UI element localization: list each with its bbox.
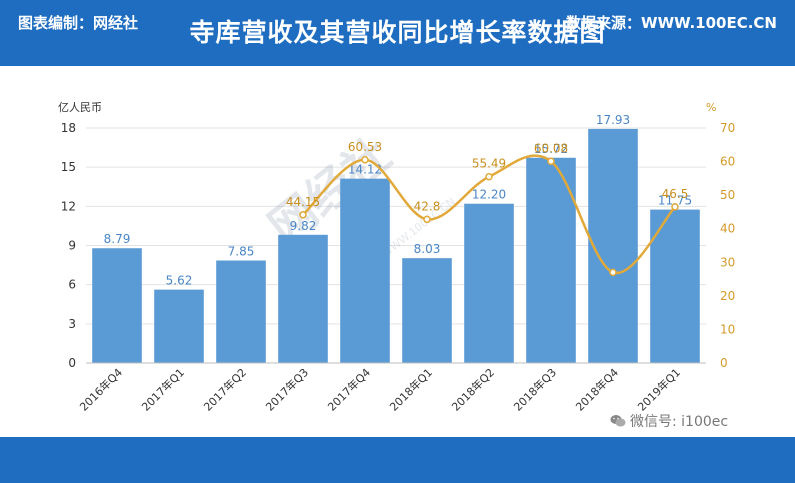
line-point — [361, 156, 369, 164]
line-series — [299, 154, 679, 277]
x-tick-label: 2017年Q4 — [325, 365, 374, 414]
line-point — [423, 215, 431, 224]
line-point — [671, 203, 679, 211]
bar — [340, 178, 390, 363]
x-tick-label: 2018年Q4 — [573, 365, 622, 414]
line-value-label: 46.5 — [662, 187, 689, 201]
line-value-label: 55.49 — [472, 157, 506, 171]
bar-value-label: 7.85 — [228, 245, 255, 259]
page-title: 寺库营收及其营收同比增长率数据图 — [189, 18, 606, 47]
chart: 网经社 WWW.100EC.CN 8.795.627.859.8214.128.… — [58, 101, 735, 414]
y2-axis-label: % — [706, 101, 716, 114]
wechat-label: 微信号: i100ec — [630, 414, 729, 430]
bar — [650, 209, 700, 363]
bar-value-label: 5.62 — [166, 274, 193, 288]
wechat-icon — [610, 415, 626, 427]
y2-tick-label: 20 — [720, 289, 735, 303]
line-value-label: 60.08 — [534, 141, 568, 155]
y2-tick-label: 70 — [720, 121, 735, 135]
x-tick-label: 2017年Q3 — [263, 365, 312, 414]
wechat-account: 微信号: i100ec — [610, 411, 728, 433]
footer-bar — [0, 437, 795, 483]
bar-value-label: 8.79 — [104, 232, 131, 246]
y-tick-label: 3 — [68, 317, 76, 331]
y-tick-label: 9 — [68, 239, 76, 253]
bar — [402, 258, 452, 363]
bar — [92, 248, 142, 363]
bar-value-label: 9.82 — [290, 219, 317, 233]
line-point — [485, 172, 493, 181]
bar-value-label: 17.93 — [596, 113, 630, 127]
y2-tick-label: 60 — [720, 155, 735, 169]
x-tick-label: 2018年Q3 — [511, 365, 560, 414]
x-tick-label: 2016年Q4 — [77, 365, 126, 414]
line-point — [609, 268, 617, 277]
bar — [216, 260, 266, 363]
line-value-label: 60.53 — [348, 140, 382, 154]
line-value-label: 42.8 — [414, 199, 441, 213]
x-tick-label: 2018年Q1 — [387, 365, 436, 414]
x-tick-label: 2017年Q1 — [139, 365, 188, 414]
bar-value-label: 12.20 — [472, 188, 506, 202]
bar-value-label: 15.72 — [534, 142, 568, 156]
x-tick-label: 2017年Q2 — [201, 365, 250, 414]
y-tick-label: 6 — [68, 278, 76, 292]
x-tick-label: 2018年Q2 — [449, 365, 498, 414]
footer-source: 数据来源：WWW.100EC.CN — [566, 14, 777, 32]
bar-labels: 8.79 5.62 7.85 9.82 14.12 8.03 12.20 15.72 17.93… — [104, 113, 693, 288]
bar — [526, 157, 576, 363]
line-labels: 44.15 60.53 42.8 55.49 60.08 46.5 — [286, 140, 689, 214]
line-point — [299, 211, 307, 219]
bar — [588, 128, 638, 363]
y-tick-label: 0 — [68, 356, 76, 370]
bar-value-label: 11.75 — [658, 194, 692, 208]
bar-value-label: 8.03 — [414, 242, 441, 256]
y2-tick-label: 40 — [720, 222, 735, 236]
y2-tick-label: 0 — [720, 356, 728, 370]
y-axis-label: 亿人民币 — [58, 101, 102, 114]
bar-value-label: 14.12 — [348, 163, 382, 177]
y-tick-label: 12 — [61, 199, 76, 213]
header-bar — [0, 0, 795, 66]
footer-credit: 图表编制：网经社 — [18, 14, 139, 32]
y-tick-label: 18 — [61, 121, 76, 135]
bar — [278, 234, 328, 363]
line-point — [547, 157, 555, 166]
y2-tick-label: 30 — [720, 255, 735, 269]
bar-series — [92, 128, 700, 363]
line-value-label: 44.15 — [286, 195, 320, 209]
y-tick-label: 15 — [61, 160, 76, 174]
x-tick-label: 2019年Q1 — [635, 365, 684, 414]
y2-tick-label: 10 — [720, 322, 735, 336]
bar — [154, 289, 204, 363]
y2-tick-label: 50 — [720, 188, 735, 202]
bar — [464, 203, 514, 363]
